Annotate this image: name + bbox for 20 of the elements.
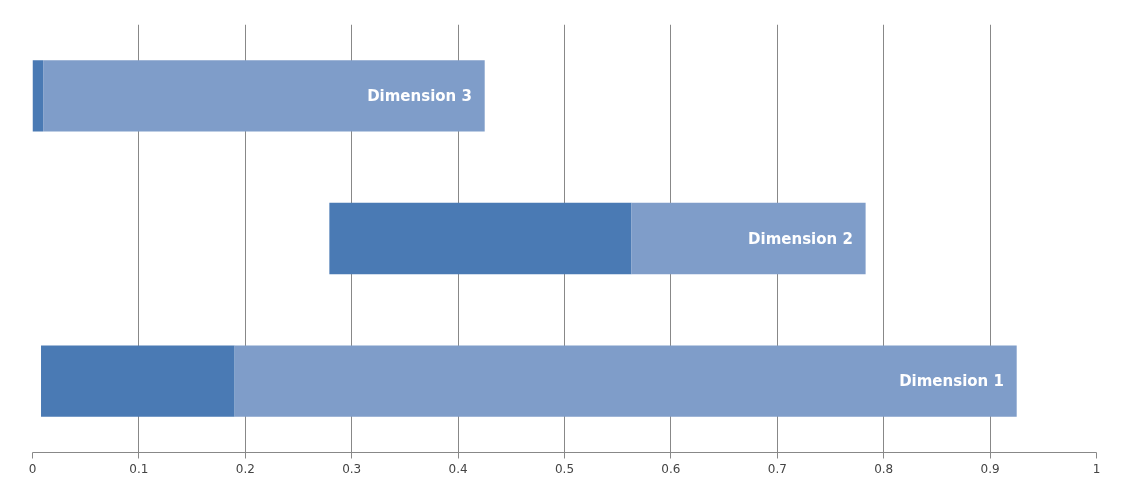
bar [32,60,44,132]
x-tick-label: 0.1 [129,461,149,476]
x-tick-label: 0.8 [874,461,894,476]
x-tick-label: 0 [28,461,37,476]
y-tick-label: Dimension 3 [367,86,472,105]
bar [234,345,1017,417]
x-tick-label: 0.2 [235,461,255,476]
x-tick-label: 1 [1092,461,1101,476]
x-tick-label: 0.4 [448,461,468,476]
y-tick-label: Dimension 2 [748,229,853,248]
x-tick-label: 0.9 [980,461,1000,476]
bar [631,202,866,275]
x-tick-label: 0.7 [767,461,787,476]
x-tick-label: 0.6 [661,461,681,476]
bar [43,60,485,132]
x-tick-label: 0.5 [554,461,575,476]
x-tick-label: 0.3 [342,461,362,476]
bar [41,345,235,417]
bar [329,202,632,275]
y-tick-label: Dimension 1 [899,372,1004,391]
